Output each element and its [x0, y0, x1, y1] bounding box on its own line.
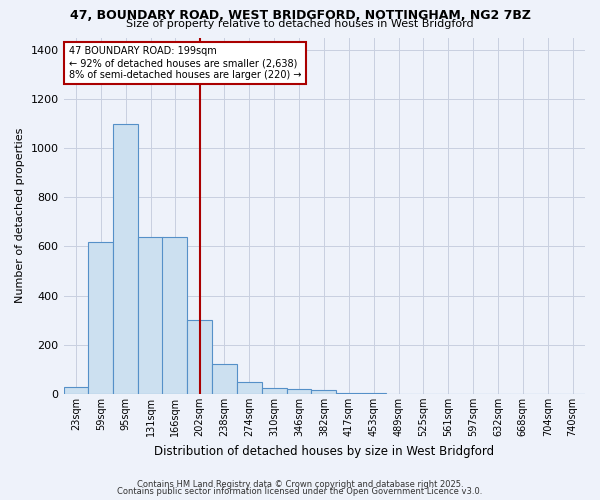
Bar	[212, 364, 237, 394]
Text: Contains HM Land Registry data © Crown copyright and database right 2025.: Contains HM Land Registry data © Crown c…	[137, 480, 463, 489]
Y-axis label: Number of detached properties: Number of detached properties	[15, 128, 25, 304]
Bar	[64, 386, 88, 394]
Bar	[287, 389, 311, 394]
Bar	[138, 236, 163, 394]
Bar	[113, 124, 138, 394]
Bar	[88, 242, 113, 394]
Text: 47, BOUNDARY ROAD, WEST BRIDGFORD, NOTTINGHAM, NG2 7BZ: 47, BOUNDARY ROAD, WEST BRIDGFORD, NOTTI…	[70, 9, 530, 22]
X-axis label: Distribution of detached houses by size in West Bridgford: Distribution of detached houses by size …	[154, 444, 494, 458]
Text: 47 BOUNDARY ROAD: 199sqm
← 92% of detached houses are smaller (2,638)
8% of semi: 47 BOUNDARY ROAD: 199sqm ← 92% of detach…	[69, 46, 301, 80]
Bar	[163, 236, 187, 394]
Text: Size of property relative to detached houses in West Bridgford: Size of property relative to detached ho…	[126, 19, 474, 29]
Text: Contains public sector information licensed under the Open Government Licence v3: Contains public sector information licen…	[118, 487, 482, 496]
Bar	[337, 392, 361, 394]
Bar	[187, 320, 212, 394]
Bar	[311, 390, 337, 394]
Bar	[262, 388, 287, 394]
Bar	[237, 382, 262, 394]
